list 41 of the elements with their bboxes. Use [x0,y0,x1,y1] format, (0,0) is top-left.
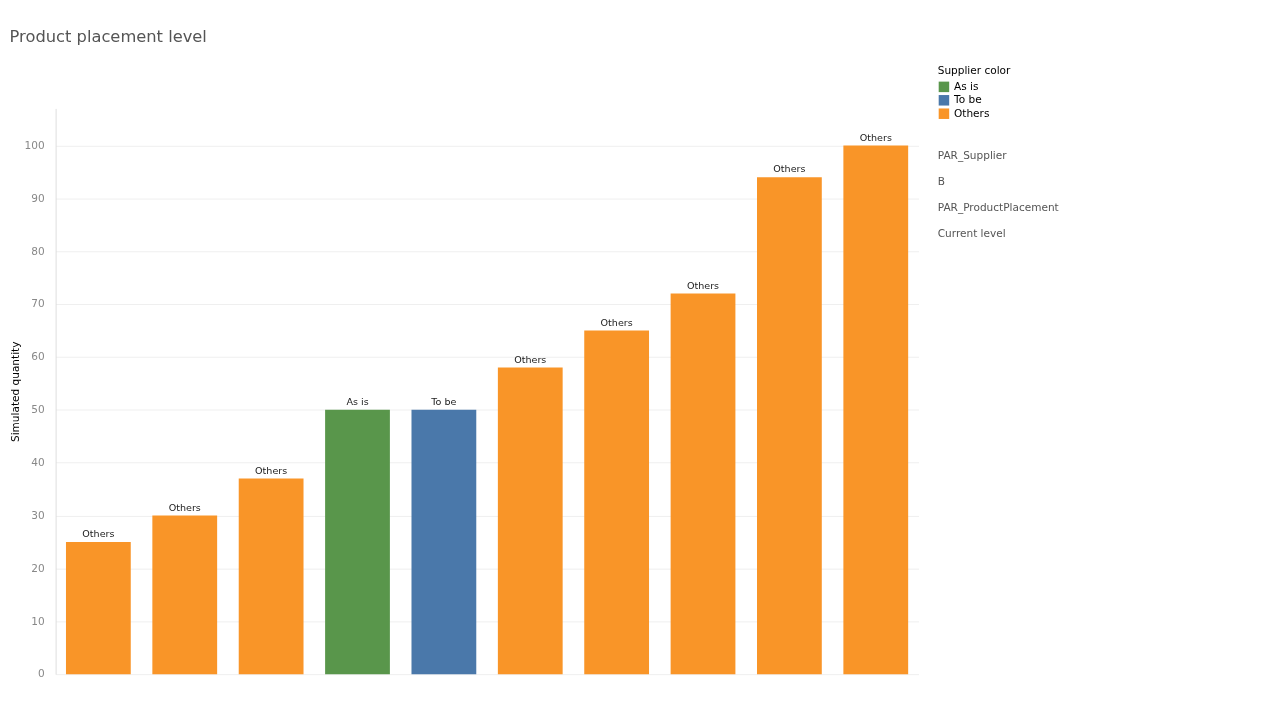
text: PAR_ProductPlacement [937,201,1059,215]
bar [411,409,477,675]
text: Current level [937,226,1006,239]
y-tick-label: 80 [31,244,45,257]
bar [325,409,390,675]
legend-label: To be [953,93,982,106]
legend-label: As is [954,79,979,92]
y-tick-label: 10 [31,614,45,627]
legend-label: Others [954,106,990,119]
data-label: Others [773,163,806,175]
bar [757,177,822,675]
data-label: Others [686,279,720,291]
y-tick-label: 40 [31,456,45,469]
bar [65,541,131,675]
y-axis-title: Simulated quantity [8,341,21,442]
data-label: As is [346,396,369,407]
bar [238,478,304,675]
y-tick-label: 60 [31,350,45,363]
data-label: Others [600,316,633,328]
text: B [937,175,945,188]
bar [152,515,218,675]
y-tick-label: 90 [31,191,45,204]
data-label: Others [859,131,892,143]
legend-title: Supplier color [937,63,1012,76]
y-tick-label: 0 [37,667,45,680]
bar [584,330,650,675]
text: PAR_Supplier [937,149,1008,163]
data-label: Others [255,464,288,476]
bar [670,293,736,675]
data-label: Others [168,501,201,513]
data-label: To be [430,396,457,407]
bar [843,145,909,675]
y-tick-label: 100 [24,138,45,151]
bar [497,367,563,675]
y-tick-label: 50 [31,403,45,416]
y-tick-label: 30 [31,508,45,521]
y-tick-label: 70 [31,297,45,310]
data-label: Others [514,353,547,365]
data-label: Others [82,528,115,540]
y-tick-label: 20 [31,561,45,574]
chart-title: Product placement level [9,27,207,47]
